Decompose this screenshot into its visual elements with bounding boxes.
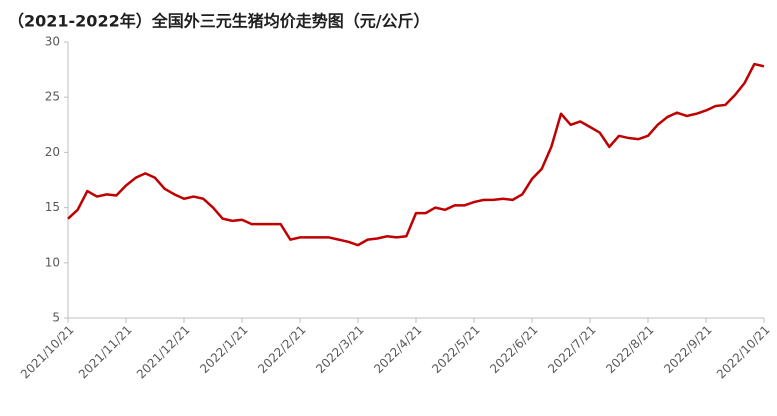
x-tick-label: 2022/5/21 xyxy=(429,323,482,376)
x-tick-label: 2022/3/21 xyxy=(313,323,366,376)
y-tick-label: 15 xyxy=(45,200,60,214)
x-tick-label: 2022/6/21 xyxy=(487,323,540,376)
chart-title: （2021-2022年）全国外三元生猪均价走势图（元/公斤） xyxy=(8,12,430,31)
x-tick-label: 2022/2/21 xyxy=(255,323,308,376)
y-tick-label: 30 xyxy=(45,35,60,49)
y-tick-label: 10 xyxy=(45,255,60,269)
x-tick-label: 2021/11/21 xyxy=(76,323,135,382)
x-tick-label: 2022/9/21 xyxy=(661,323,714,376)
x-tick-label: 2022/1/21 xyxy=(197,323,250,376)
x-tick-label: 2022/10/21 xyxy=(714,323,773,382)
y-tick-label: 5 xyxy=(52,311,60,325)
x-tick-label: 2021/10/21 xyxy=(18,323,77,382)
x-tick-label: 2021/12/21 xyxy=(134,323,193,382)
x-tick-label: 2022/4/21 xyxy=(371,323,424,376)
x-tick-label: 2022/8/21 xyxy=(603,323,656,376)
price-line xyxy=(67,62,765,247)
y-tick-label: 20 xyxy=(45,145,60,159)
y-tick-label: 25 xyxy=(45,90,60,104)
x-tick-label: 2022/7/21 xyxy=(545,323,598,376)
